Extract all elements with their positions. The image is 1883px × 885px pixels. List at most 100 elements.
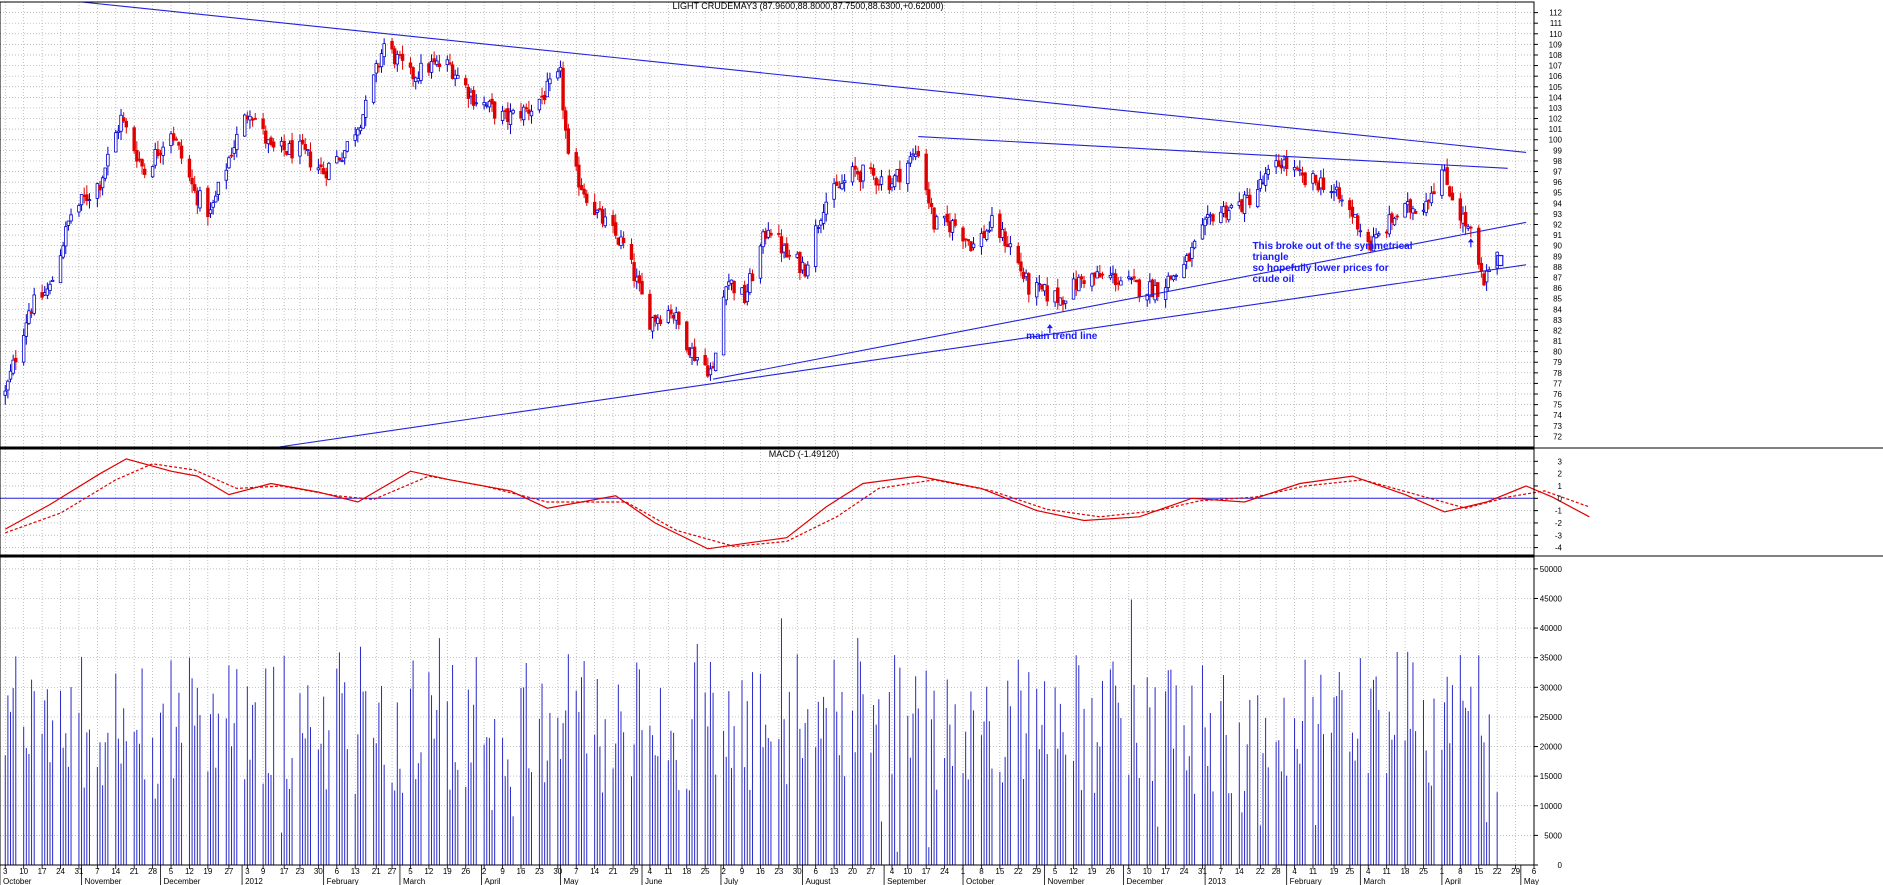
candle-body	[963, 238, 968, 241]
candle-body	[1156, 282, 1160, 297]
x-day-label: 29	[630, 867, 639, 876]
candle-body	[669, 309, 673, 315]
y-tick-label: 89	[1553, 252, 1562, 261]
candle-body	[32, 294, 36, 314]
candle-body	[692, 346, 697, 361]
candle-body	[1211, 214, 1215, 222]
candle-body	[616, 237, 621, 245]
candle-body	[761, 231, 765, 248]
candle-body	[874, 177, 878, 186]
x-day-label: 27	[866, 867, 875, 876]
candle-body	[1206, 214, 1210, 219]
y-tick-label: -4	[1555, 544, 1563, 553]
candle-body	[1137, 279, 1142, 298]
candle-body	[1353, 213, 1357, 218]
candle-body	[577, 164, 581, 188]
candle-body	[566, 128, 571, 154]
x-day-label: 14	[111, 867, 120, 876]
candle-body	[1019, 261, 1023, 272]
x-month-label: May	[563, 877, 578, 885]
candle-body	[1034, 282, 1039, 298]
candle-body	[453, 74, 457, 80]
candle-body	[982, 231, 986, 239]
x-day-label: 24	[1180, 867, 1189, 876]
candle-body	[492, 101, 497, 119]
candle-body	[1329, 191, 1334, 193]
candle-body	[1016, 245, 1020, 264]
candle-body	[1108, 275, 1113, 279]
candle-body	[100, 177, 105, 189]
candle-body	[558, 66, 563, 72]
candle-body	[703, 354, 707, 366]
candle-body	[279, 140, 284, 147]
candle-body	[685, 321, 689, 351]
panel-frame	[0, 448, 1535, 556]
candle-body	[3, 390, 7, 396]
candle-body	[740, 287, 744, 295]
x-month-label: October	[966, 877, 995, 885]
candle-body	[103, 167, 107, 179]
candle-body	[856, 170, 860, 175]
candle-body	[390, 40, 394, 50]
candle-body	[1077, 276, 1081, 292]
candle-body	[87, 199, 92, 201]
candle-body	[782, 244, 786, 253]
x-day-label: 20	[848, 867, 857, 876]
candle-body	[503, 110, 507, 112]
candle-body	[308, 151, 313, 168]
candle-body	[1182, 263, 1186, 279]
candle-body	[687, 347, 692, 356]
y-tick-label: 85	[1553, 295, 1562, 304]
candle-body	[671, 315, 676, 319]
candle-body	[953, 219, 957, 226]
y-tick-label: 106	[1549, 72, 1563, 81]
candle-body	[556, 71, 560, 79]
candle-body	[1458, 198, 1463, 221]
y-tick-label: 92	[1553, 221, 1562, 230]
candle-body	[1171, 275, 1176, 281]
x-day-label: 4	[890, 867, 895, 876]
x-day-label: 27	[388, 867, 397, 876]
candle-body	[132, 127, 136, 152]
candle-body	[95, 183, 100, 199]
y-tick-label: 10000	[1540, 802, 1563, 811]
candle-body	[637, 275, 642, 284]
candle-body	[1413, 210, 1418, 214]
y-tick-label: -1	[1555, 507, 1563, 516]
x-day-label: 3	[1127, 867, 1132, 876]
candle-body	[500, 110, 505, 121]
candle-body	[892, 175, 897, 188]
candle-body	[306, 149, 310, 152]
x-day-label: 30	[553, 867, 562, 876]
candle-body	[750, 273, 755, 282]
candle-body	[143, 168, 147, 175]
candle-body	[1377, 233, 1381, 236]
candle-body	[890, 183, 894, 188]
trend-lines	[81, 1, 1527, 448]
candle-body	[1063, 300, 1068, 304]
candle-body	[319, 164, 323, 168]
candle-body	[1127, 276, 1131, 279]
candle-body	[282, 140, 286, 151]
candle-body	[656, 317, 660, 325]
y-tick-label: 86	[1553, 284, 1562, 293]
candle-body	[966, 239, 970, 242]
candle-body	[161, 146, 165, 156]
x-day-label: 17	[1161, 867, 1170, 876]
candle-body	[763, 230, 768, 239]
candle-body	[800, 261, 805, 271]
candle-body	[511, 109, 515, 114]
candle-body	[1166, 275, 1170, 288]
y-tick-label: -3	[1555, 531, 1563, 540]
candle-body	[327, 162, 331, 180]
candle-body	[1169, 275, 1173, 280]
candle-body	[271, 141, 276, 148]
x-day-label: 5	[1053, 867, 1058, 876]
y-tick-label: 98	[1553, 157, 1562, 166]
y-tick-label: 15000	[1540, 772, 1563, 781]
candle-body	[1184, 255, 1189, 262]
candle-body	[945, 213, 949, 223]
candle-body	[1203, 218, 1207, 227]
candle-body	[785, 243, 789, 258]
candle-body	[1119, 280, 1123, 286]
